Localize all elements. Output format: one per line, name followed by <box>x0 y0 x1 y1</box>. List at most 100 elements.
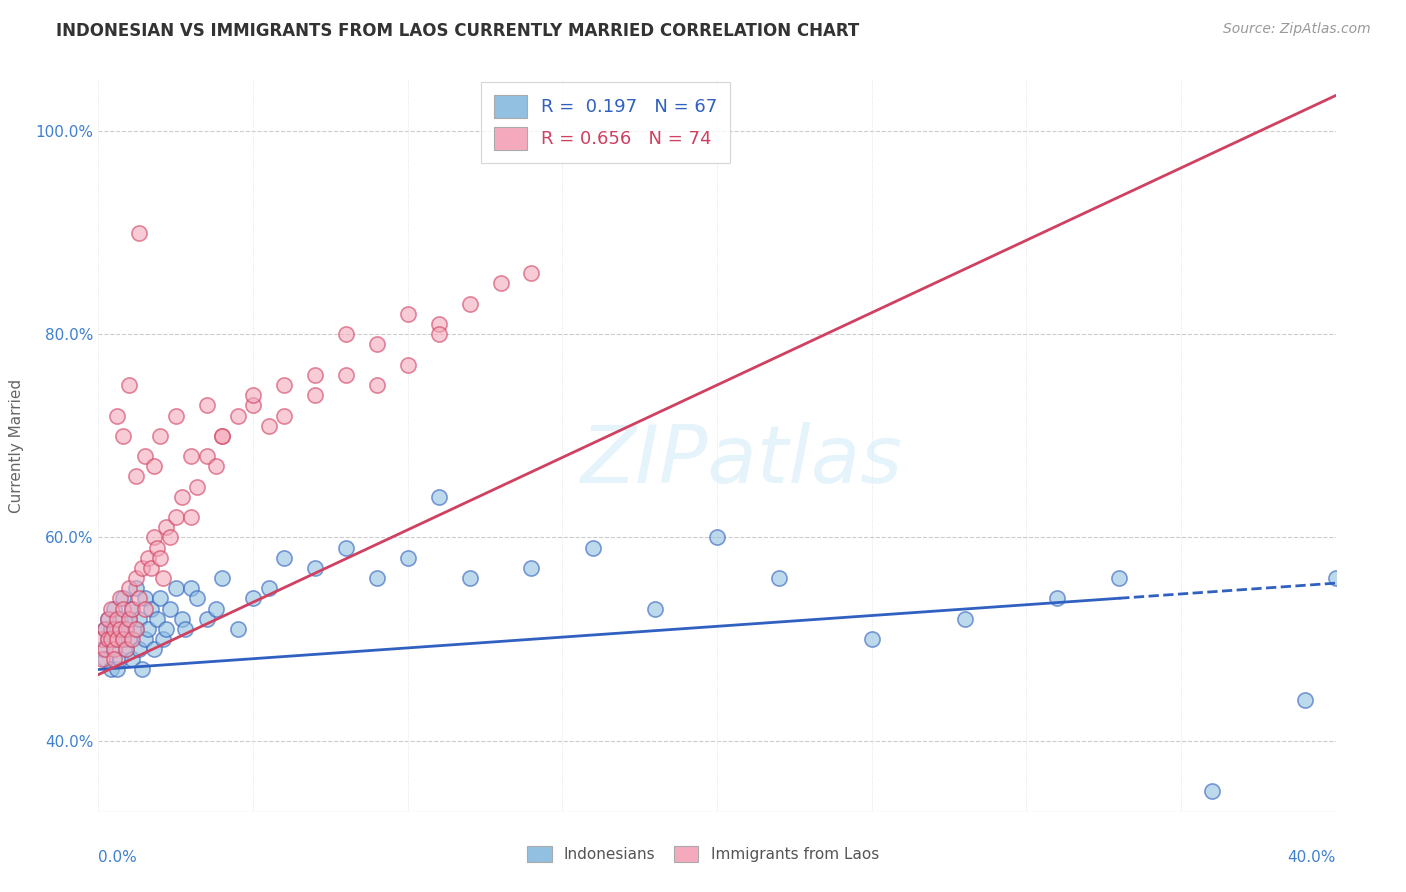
Point <box>112 591 135 606</box>
Point <box>149 550 172 565</box>
Point <box>520 561 543 575</box>
Point <box>489 277 512 291</box>
Point <box>195 612 218 626</box>
Point <box>118 612 141 626</box>
Point <box>1108 571 1130 585</box>
Point <box>121 601 143 615</box>
Point <box>124 622 146 636</box>
Point <box>146 541 169 555</box>
Point <box>1046 591 1069 606</box>
Point <box>90 642 112 657</box>
Point <box>644 601 666 615</box>
Point <box>100 632 122 646</box>
Point <box>205 601 228 615</box>
Point <box>108 652 131 666</box>
Point <box>582 541 605 555</box>
Point <box>155 622 177 636</box>
Point <box>115 622 138 636</box>
Point <box>180 510 202 524</box>
Point <box>143 530 166 544</box>
Point <box>105 409 128 423</box>
Point <box>520 266 543 280</box>
Point <box>273 378 295 392</box>
Point <box>103 642 125 657</box>
Text: 40.0%: 40.0% <box>1288 850 1336 865</box>
Point <box>427 327 450 342</box>
Point <box>97 612 120 626</box>
Point <box>100 663 122 677</box>
Point <box>139 561 162 575</box>
Point <box>124 581 146 595</box>
Point <box>242 398 264 412</box>
Point <box>103 652 125 666</box>
Point <box>93 652 115 666</box>
Point <box>149 591 172 606</box>
Point <box>97 612 120 626</box>
Point <box>396 358 419 372</box>
Point <box>242 591 264 606</box>
Text: ZIPatlas: ZIPatlas <box>581 422 903 500</box>
Text: Source: ZipAtlas.com: Source: ZipAtlas.com <box>1223 22 1371 37</box>
Point <box>100 622 122 636</box>
Point <box>152 571 174 585</box>
Point <box>97 632 120 646</box>
Point <box>90 632 112 646</box>
Point <box>768 571 790 585</box>
Point <box>273 550 295 565</box>
Point <box>105 663 128 677</box>
Point <box>112 632 135 646</box>
Point <box>335 327 357 342</box>
Point <box>103 622 125 636</box>
Point <box>396 550 419 565</box>
Point <box>458 571 481 585</box>
Point <box>90 652 112 666</box>
Point <box>118 581 141 595</box>
Point <box>180 449 202 463</box>
Point <box>93 622 115 636</box>
Point <box>118 612 141 626</box>
Point <box>134 449 156 463</box>
Point <box>257 418 280 433</box>
Point <box>170 612 193 626</box>
Point <box>304 368 326 382</box>
Point <box>458 297 481 311</box>
Point <box>139 601 162 615</box>
Point <box>115 642 138 657</box>
Point <box>97 632 120 646</box>
Point <box>1294 693 1316 707</box>
Point <box>115 622 138 636</box>
Point <box>143 459 166 474</box>
Point <box>211 429 233 443</box>
Point <box>860 632 883 646</box>
Point <box>170 490 193 504</box>
Point <box>211 429 233 443</box>
Legend: Indonesians, Immigrants from Laos: Indonesians, Immigrants from Laos <box>522 840 884 868</box>
Point <box>93 622 115 636</box>
Point <box>953 612 976 626</box>
Point <box>335 368 357 382</box>
Point <box>115 642 138 657</box>
Point <box>242 388 264 402</box>
Point <box>100 601 122 615</box>
Point <box>366 571 388 585</box>
Point <box>124 469 146 483</box>
Point <box>134 591 156 606</box>
Point <box>124 571 146 585</box>
Point <box>226 409 249 423</box>
Point <box>427 490 450 504</box>
Point <box>165 409 187 423</box>
Point <box>180 581 202 595</box>
Point <box>155 520 177 534</box>
Point <box>146 612 169 626</box>
Point <box>706 530 728 544</box>
Point <box>103 642 125 657</box>
Text: INDONESIAN VS IMMIGRANTS FROM LAOS CURRENTLY MARRIED CORRELATION CHART: INDONESIAN VS IMMIGRANTS FROM LAOS CURRE… <box>56 22 859 40</box>
Point <box>226 622 249 636</box>
Point <box>366 378 388 392</box>
Point <box>136 550 159 565</box>
Point <box>105 622 128 636</box>
Point <box>128 642 150 657</box>
Point <box>112 429 135 443</box>
Point <box>134 601 156 615</box>
Point <box>195 449 218 463</box>
